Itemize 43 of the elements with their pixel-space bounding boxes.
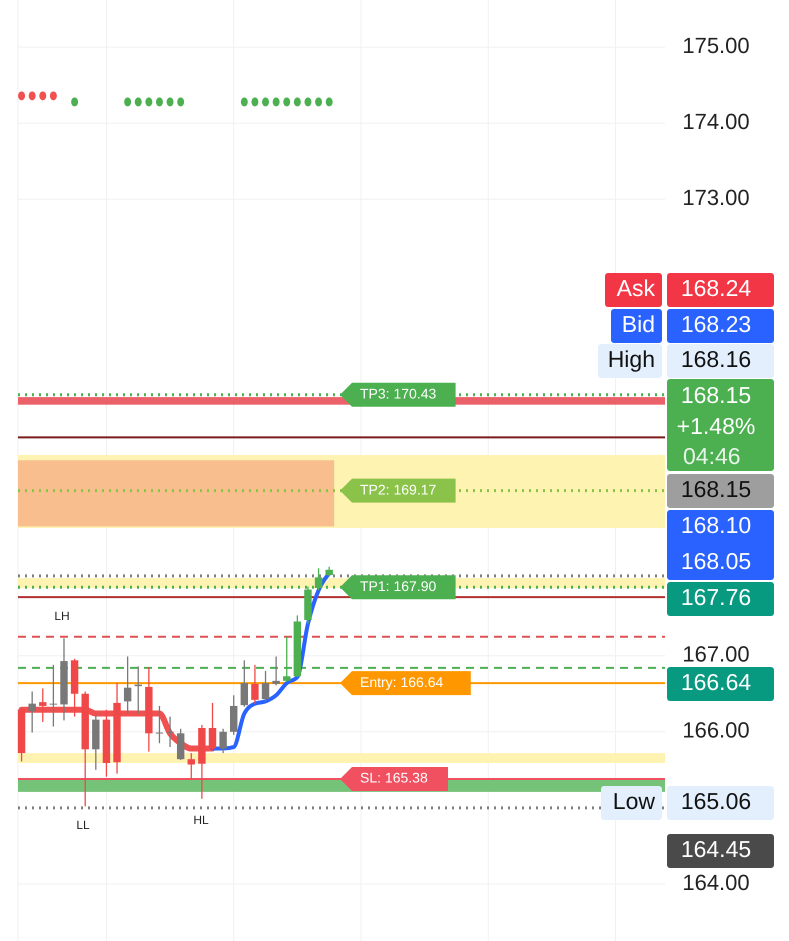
candlestick bbox=[124, 656, 132, 714]
ref-line-label: TP3: 170.43 bbox=[360, 386, 436, 402]
y-tick-label: 173.00 bbox=[682, 185, 750, 210]
text: 168.24 bbox=[680, 275, 752, 302]
y-tick-label: 174.00 bbox=[682, 109, 750, 134]
candlestick bbox=[28, 690, 36, 734]
candlestick bbox=[262, 670, 270, 702]
text: +1.48% bbox=[676, 413, 756, 440]
text: 164.45 bbox=[680, 836, 752, 862]
y-tick-label: 164.00 bbox=[682, 870, 750, 895]
candlestick bbox=[240, 660, 248, 708]
candlestick bbox=[325, 566, 333, 578]
text: 168.05 bbox=[680, 548, 752, 574]
text: 168.16 bbox=[680, 346, 752, 372]
annotation: Ask bbox=[616, 275, 656, 302]
annotation: High bbox=[608, 346, 655, 372]
candlestick bbox=[219, 728, 227, 754]
ref-line-label: TP2: 169.17 bbox=[360, 481, 436, 498]
text: 168.15 bbox=[680, 476, 752, 502]
annotation: LL bbox=[76, 818, 90, 832]
annotation: HL bbox=[193, 813, 209, 828]
candlestick bbox=[272, 656, 280, 686]
candlestick bbox=[50, 664, 58, 728]
candlestick bbox=[134, 666, 142, 714]
ref-line-label: TP1: 167.90 bbox=[360, 578, 436, 594]
y-tick-label: 166.00 bbox=[682, 718, 750, 743]
text: 168.10 bbox=[680, 512, 752, 538]
annotation: LH bbox=[54, 609, 70, 624]
candlestick bbox=[156, 705, 164, 744]
ref-line-label: SL: 165.38 bbox=[360, 770, 428, 786]
text: 168.15 bbox=[680, 382, 752, 408]
annotation: Bid bbox=[622, 311, 655, 338]
candlestick bbox=[251, 664, 259, 704]
text: 167.76 bbox=[680, 584, 752, 610]
text: 166.64 bbox=[680, 669, 752, 696]
text: 04:46 bbox=[683, 443, 741, 470]
text: 168.23 bbox=[680, 311, 752, 338]
y-tick-label: 175.00 bbox=[682, 32, 750, 58]
candlestick bbox=[166, 716, 174, 748]
annotation: Low bbox=[612, 788, 656, 814]
y-tick-label: 167.00 bbox=[682, 642, 750, 667]
text: 165.06 bbox=[680, 788, 752, 814]
ref-line-label: Entry: 166.64 bbox=[360, 674, 444, 690]
